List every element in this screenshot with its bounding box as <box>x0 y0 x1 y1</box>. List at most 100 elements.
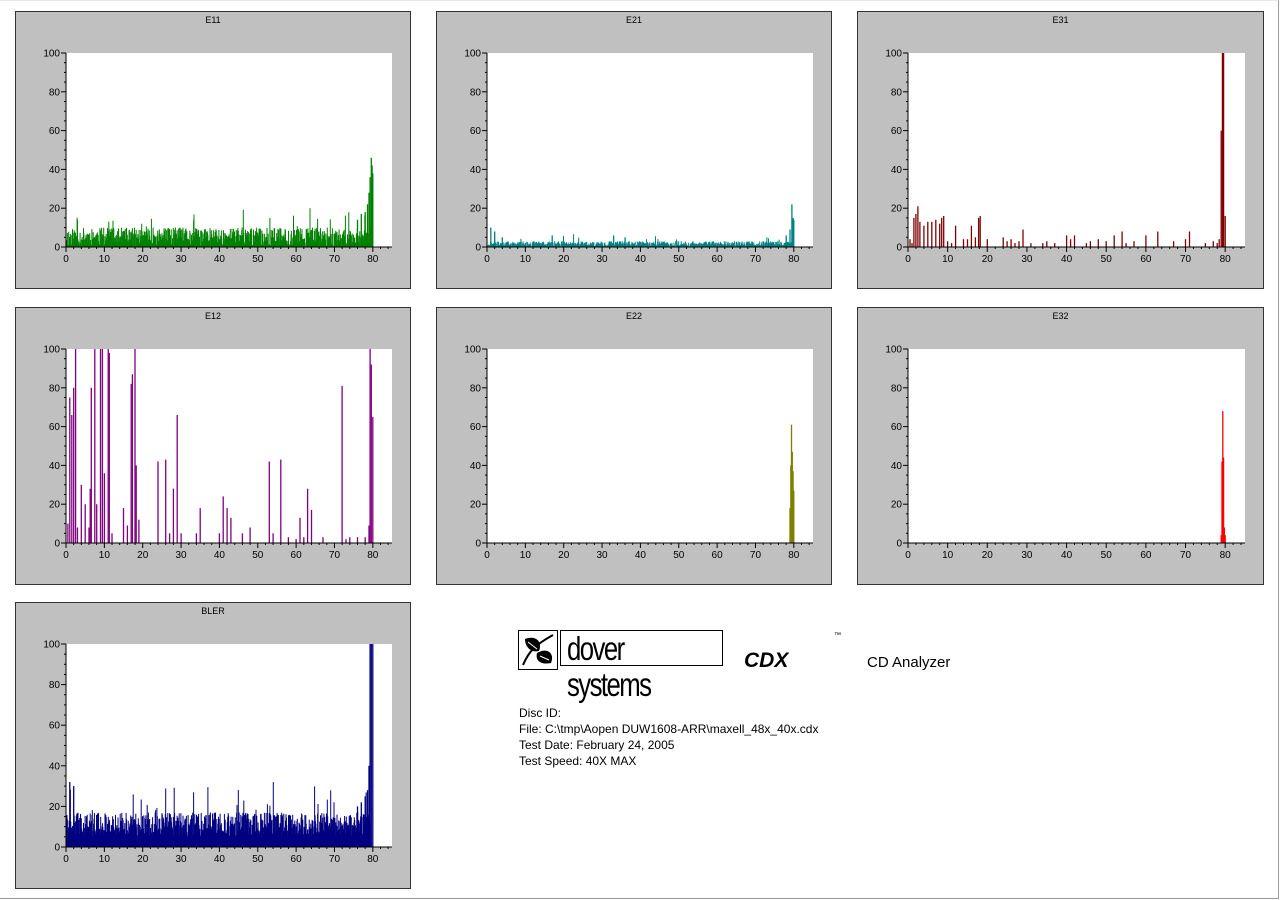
x-tick-label: 20 <box>982 254 994 265</box>
chart-title-e12: E12 <box>204 311 221 321</box>
product-name: CDX <box>744 649 789 672</box>
chart-panel-e21: E21 0 20 40 60 80 100 0 10 20 30 40 50 60 70 80 <box>436 11 832 289</box>
chart-panel-e22: E22 0 20 40 60 80 100 0 10 20 30 40 50 60 70 80 <box>436 307 832 585</box>
x-tick-label: 50 <box>1101 254 1113 265</box>
x-tick-label: 40 <box>635 550 647 561</box>
y-tick-label: 0 <box>54 539 60 550</box>
y-tick-label: 40 <box>49 761 61 772</box>
x-tick-label: 20 <box>137 254 149 265</box>
x-tick-label: 70 <box>1180 550 1192 561</box>
brand-box: dover systems <box>560 630 723 703</box>
x-tick-label: 60 <box>291 550 303 561</box>
y-tick-label: 20 <box>470 500 482 511</box>
y-tick-label: 40 <box>470 165 482 176</box>
x-tick-label: 80 <box>1220 550 1232 561</box>
y-tick-label: 60 <box>470 422 482 433</box>
x-tick-label: 50 <box>252 854 264 865</box>
noise-bars <box>66 208 371 247</box>
x-tick-label: 20 <box>558 254 570 265</box>
x-tick-label: 60 <box>1140 254 1152 265</box>
y-tick-label: 100 <box>464 49 481 60</box>
trademark-mark: ™ <box>834 632 841 639</box>
spike-bars <box>490 204 795 247</box>
x-tick-label: 30 <box>596 254 608 265</box>
x-tick-label: 60 <box>291 254 303 265</box>
x-tick-label: 20 <box>137 854 149 865</box>
x-tick-label: 10 <box>520 550 532 561</box>
chart-title-e11: E11 <box>205 15 221 25</box>
chart-bler: 0 20 40 60 80 100 0 10 20 30 40 50 60 70 80 <box>43 640 392 865</box>
x-tick-label: 50 <box>1101 550 1113 561</box>
x-tick-label: 60 <box>1140 550 1152 561</box>
test-speed: Test Speed: 40X MAX <box>519 754 637 768</box>
y-tick-label: 80 <box>49 383 61 394</box>
x-tick-label: 20 <box>137 550 149 561</box>
spike-bars <box>789 424 795 543</box>
test-date: Test Date: February 24, 2005 <box>519 738 675 752</box>
chart-title-e31: E31 <box>1052 15 1069 25</box>
spike-bars <box>67 349 374 543</box>
spike-bars <box>69 644 374 847</box>
x-tick-label: 30 <box>175 550 187 561</box>
y-tick-label: 60 <box>891 126 903 137</box>
x-tick-label: 30 <box>1021 254 1033 265</box>
x-tick-label: 80 <box>1220 254 1232 265</box>
y-tick-label: 60 <box>891 422 903 433</box>
x-tick-label: 60 <box>712 550 724 561</box>
x-tick-label: 60 <box>712 254 724 265</box>
plot-area <box>66 349 392 543</box>
y-tick-label: 0 <box>475 243 481 254</box>
x-tick-label: 10 <box>520 254 532 265</box>
chart-e12: 0 20 40 60 80 100 0 10 20 30 40 50 60 70 80 <box>43 345 392 561</box>
x-tick-label: 0 <box>905 254 911 265</box>
x-tick-label: 40 <box>214 854 226 865</box>
x-tick-label: 10 <box>99 854 111 865</box>
y-tick-label: 100 <box>43 640 60 651</box>
x-tick-label: 10 <box>99 550 111 561</box>
x-tick-label: 40 <box>1061 254 1073 265</box>
x-tick-label: 80 <box>367 254 379 265</box>
plot-area <box>66 644 392 847</box>
y-tick-label: 20 <box>49 204 61 215</box>
x-tick-label: 40 <box>214 550 226 561</box>
y-tick-label: 0 <box>475 539 481 550</box>
y-tick-label: 100 <box>43 345 60 356</box>
y-tick-label: 20 <box>891 204 903 215</box>
x-tick-label: 80 <box>367 550 379 561</box>
x-tick-label: 0 <box>63 854 69 865</box>
x-tick-label: 70 <box>329 550 341 561</box>
y-tick-label: 60 <box>49 126 61 137</box>
plot-area <box>908 349 1245 543</box>
chart-panel-e31: E31 0 20 40 60 80 100 0 10 20 30 40 50 60 70 80 <box>857 11 1264 289</box>
x-tick-label: 40 <box>214 254 226 265</box>
x-tick-label: 30 <box>596 550 608 561</box>
y-tick-label: 40 <box>470 461 482 472</box>
file-path: File: C:\tmp\Aopen DUW1608-ARR\maxell_48… <box>519 722 819 736</box>
test-info: Disc ID: File: C:\tmp\Aopen DUW1608-ARR\… <box>519 705 818 769</box>
y-tick-label: 80 <box>49 680 61 691</box>
y-tick-label: 0 <box>896 539 902 550</box>
noise-bars <box>66 782 371 847</box>
x-tick-label: 40 <box>635 254 647 265</box>
spike-bars <box>356 157 374 247</box>
y-tick-label: 20 <box>49 802 61 813</box>
y-tick-label: 80 <box>470 383 482 394</box>
y-tick-label: 60 <box>49 721 61 732</box>
y-tick-label: 100 <box>464 345 481 356</box>
y-tick-label: 0 <box>54 243 60 254</box>
x-tick-label: 0 <box>905 550 911 561</box>
y-tick-label: 100 <box>43 49 60 60</box>
x-tick-label: 0 <box>484 550 490 561</box>
chart-e11: 0 20 40 60 80 100 0 10 20 30 40 50 60 70 80 <box>43 49 392 265</box>
x-tick-label: 50 <box>252 550 264 561</box>
x-tick-label: 50 <box>673 550 685 561</box>
y-tick-label: 20 <box>470 204 482 215</box>
x-tick-label: 10 <box>942 254 954 265</box>
spike-bars <box>1220 411 1226 543</box>
y-tick-label: 40 <box>891 165 903 176</box>
chart-e22: 0 20 40 60 80 100 0 10 20 30 40 50 60 70 80 <box>464 345 813 561</box>
x-tick-label: 30 <box>175 854 187 865</box>
plot-area <box>487 53 813 247</box>
chart-e21: 0 20 40 60 80 100 0 10 20 30 40 50 60 70 80 <box>464 49 813 265</box>
